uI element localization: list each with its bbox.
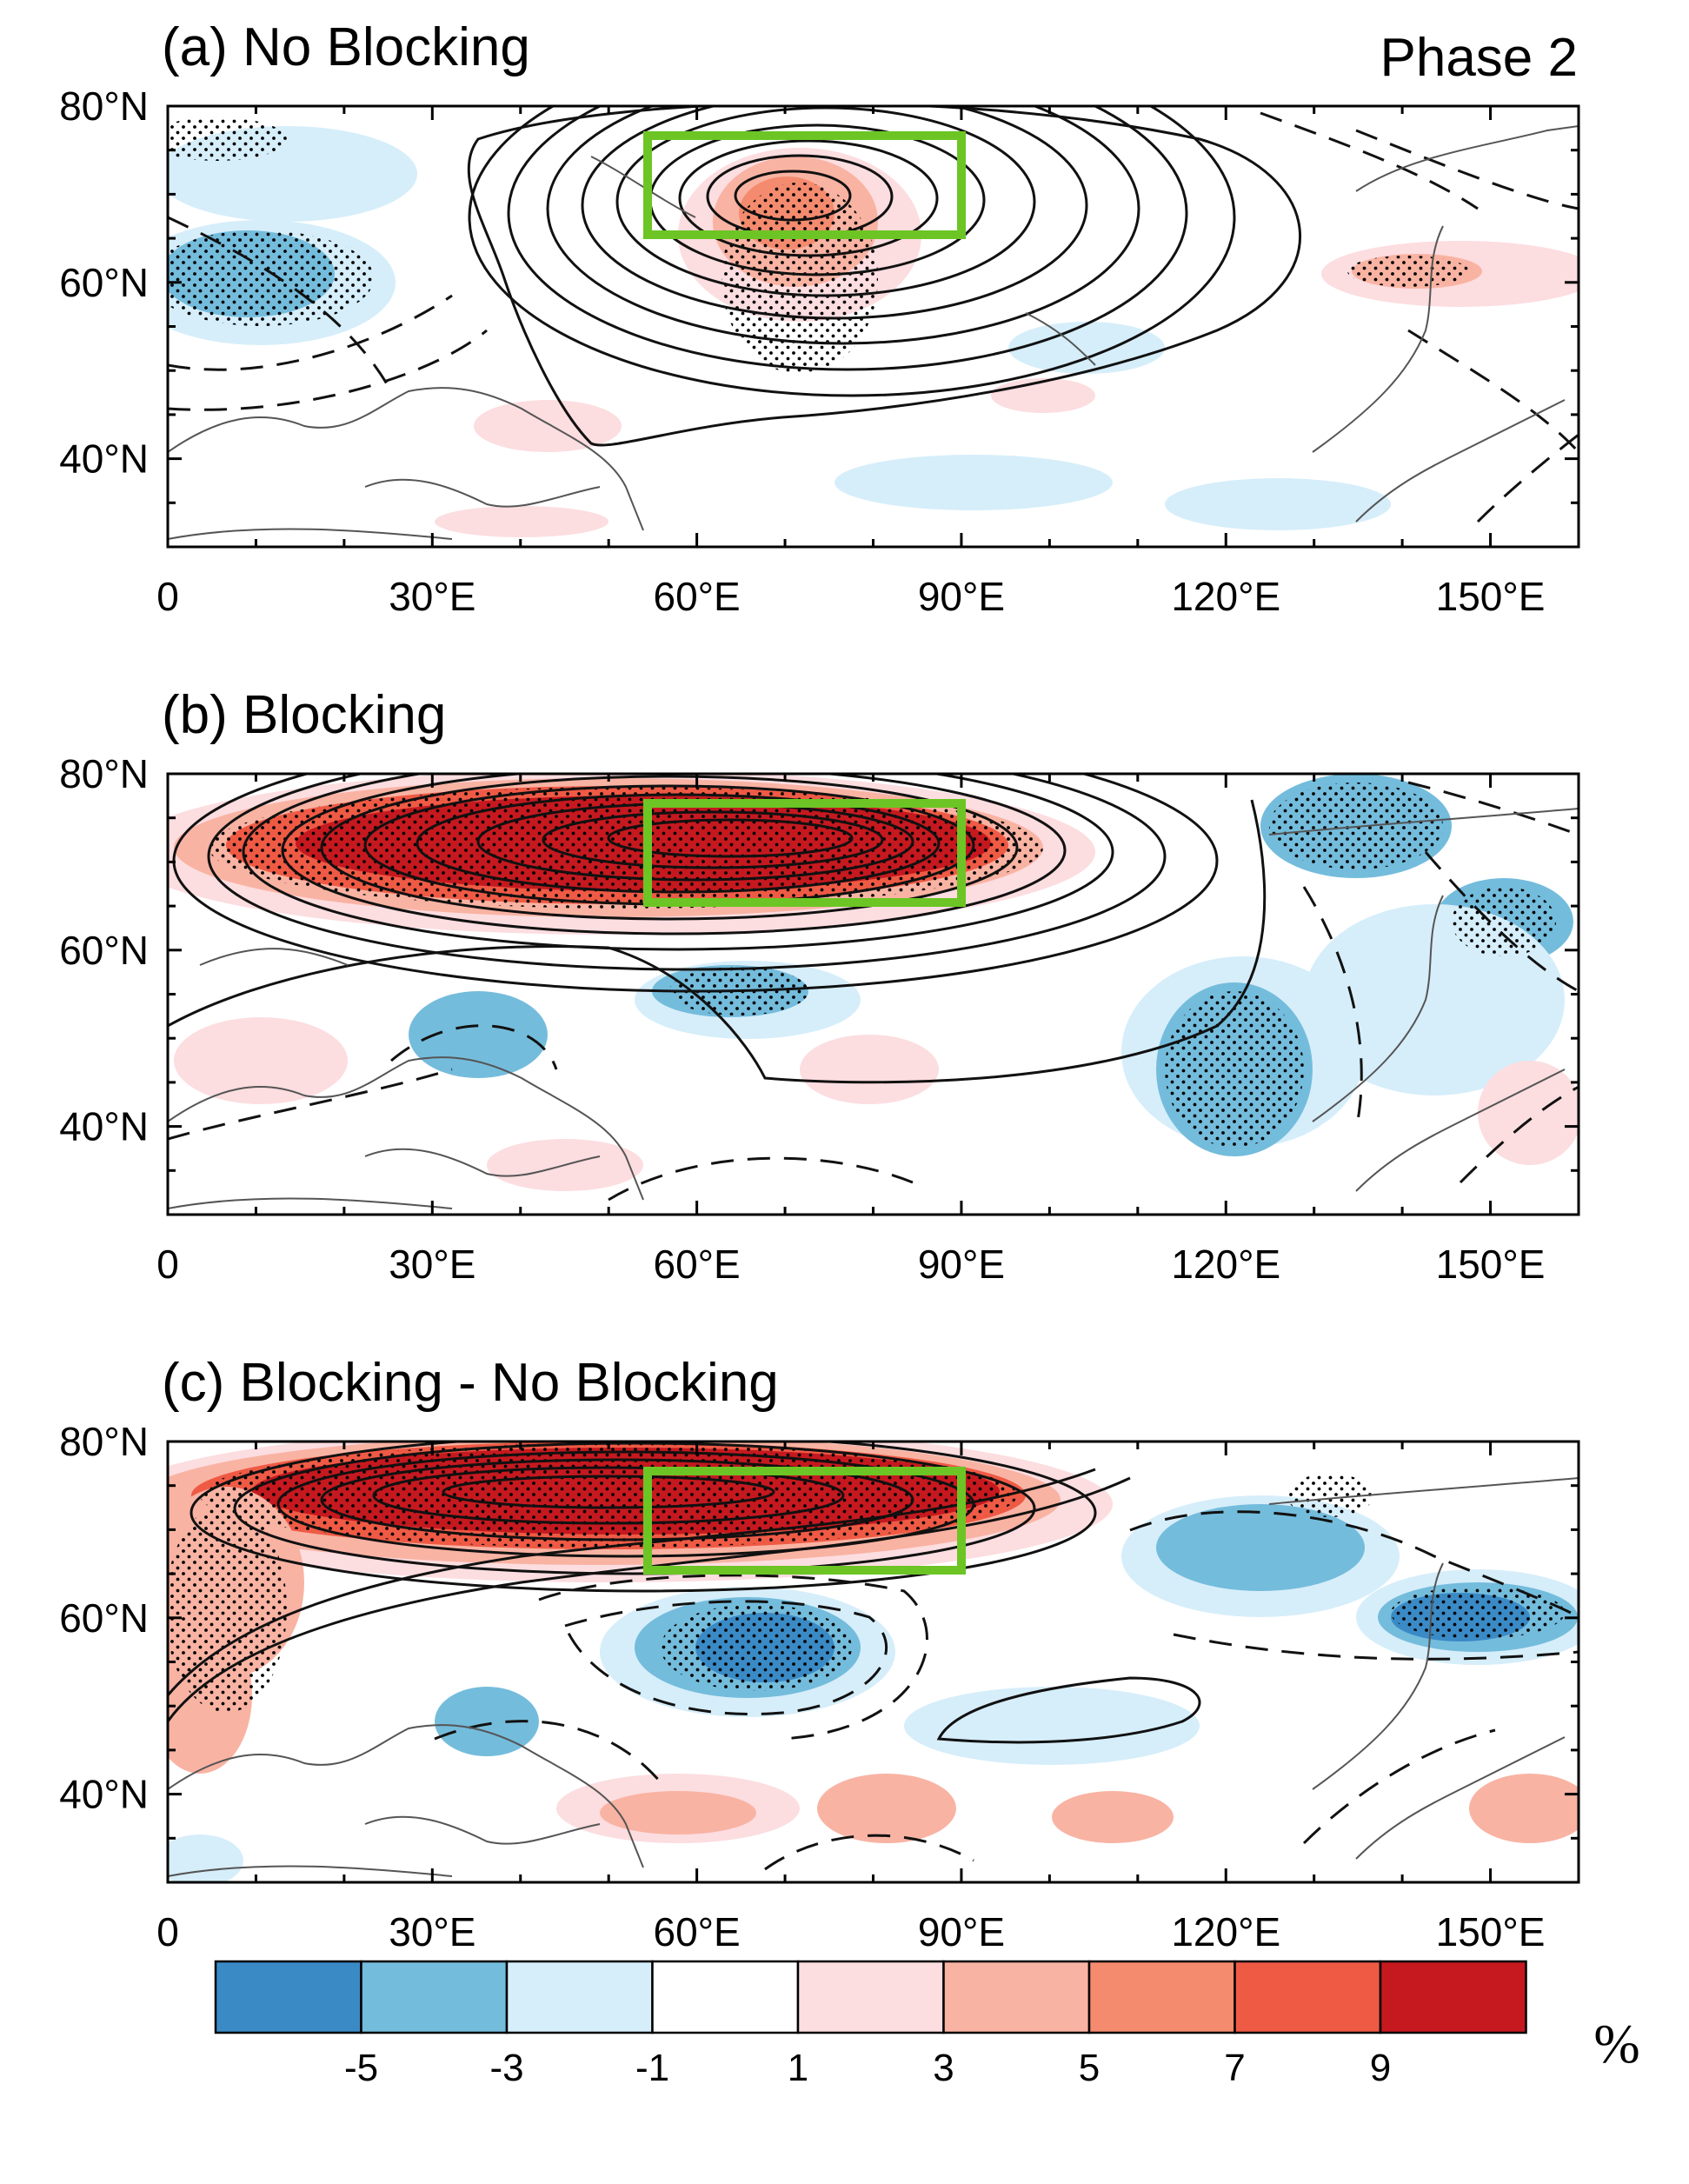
panel-b: (b) Blocking <box>59 685 1580 1287</box>
colorbar-cell <box>796 1960 945 2034</box>
x-tick-label: 90°E <box>918 1242 1005 1287</box>
y-tick-label: 80°N <box>59 83 149 129</box>
x-tick-label: 150°E <box>1436 1909 1546 1954</box>
colorbar-tick-label: 3 <box>933 2047 954 2089</box>
colorbar-cell <box>360 1960 509 2034</box>
solid-contours <box>467 106 1301 447</box>
dashed-contours <box>434 1510 1579 1871</box>
box-region <box>643 131 966 239</box>
panel-b-yticks: 80°N 60°N 40°N <box>59 751 1579 1216</box>
colorbar-tick-label: -3 <box>489 2047 523 2089</box>
x-tick-label: 0 <box>156 1242 179 1287</box>
y-tick-label: 60°N <box>59 1595 149 1641</box>
colorbar-unit: % <box>1593 2013 1639 2074</box>
panel-c-yticks: 80°N 60°N 40°N <box>59 1419 1579 1884</box>
x-tick-label: 60°E <box>654 574 741 619</box>
phase-label: Phase 2 <box>1380 28 1578 88</box>
y-tick-label: 40°N <box>59 1772 149 1817</box>
y-tick-label: 80°N <box>59 1419 149 1464</box>
x-tick-label: 30°E <box>389 574 475 619</box>
colorbar-cells <box>214 1960 1527 2034</box>
x-tick-label: 0 <box>156 574 179 619</box>
panel-c-map <box>168 1442 1579 1882</box>
y-tick-label: 40°N <box>59 1104 149 1149</box>
panel-c-title: (c) Blocking - No Blocking <box>162 1353 779 1413</box>
colorbar-cell <box>942 1960 1091 2034</box>
colorbar-cell <box>1379 1960 1527 2034</box>
y-tick-label: 40°N <box>59 436 149 482</box>
colorbar-cell <box>505 1960 654 2034</box>
colorbar-cell <box>214 1960 362 2034</box>
x-tick-label: 0 <box>156 1909 179 1954</box>
x-tick-label: 90°E <box>918 574 1005 619</box>
panel-a-xticks: 0 30°E 60°E 90°E 120°E 150°E <box>156 106 1580 619</box>
y-tick-label: 60°N <box>59 928 149 973</box>
colorbar-tick-label: 5 <box>1079 2047 1100 2089</box>
coastlines <box>168 125 1579 540</box>
dashed-contours <box>168 111 1579 523</box>
box-region <box>643 799 966 907</box>
solid-contours <box>168 1442 1201 1744</box>
x-tick-label: 150°E <box>1436 1242 1546 1287</box>
colorbar-cell <box>1234 1960 1382 2034</box>
panel-b-title: (b) Blocking <box>162 685 446 745</box>
x-tick-label: 30°E <box>389 1909 475 1954</box>
x-tick-label: 60°E <box>654 1242 741 1287</box>
panel-b-map <box>168 774 1579 1209</box>
panel-a-yticks: 80°N 60°N 40°N <box>59 83 1579 549</box>
colorbar-cell <box>1087 1960 1236 2034</box>
panel-c: (c) Blocking - No Blocking <box>59 1353 1580 1954</box>
coastlines <box>168 1477 1579 1877</box>
colorbar-cell <box>651 1960 800 2034</box>
coastlines <box>168 808 1579 1209</box>
x-tick-label: 120°E <box>1171 1909 1280 1954</box>
colorbar-tick-label: -1 <box>635 2047 669 2089</box>
y-tick-label: 80°N <box>59 751 149 796</box>
x-tick-label: 60°E <box>654 1909 741 1954</box>
x-tick-label: 120°E <box>1171 574 1280 619</box>
panel-a: (a) No Blocking <box>59 17 1580 619</box>
panel-a-map <box>168 106 1579 540</box>
box-region <box>643 1467 966 1575</box>
dashed-contours <box>168 781 1579 1202</box>
panel-b-xticks: 0 30°E 60°E 90°E 120°E 150°E <box>156 774 1580 1287</box>
colorbar-labels: -5 -3 -1 1 3 5 7 9 <box>344 2047 1391 2089</box>
colorbar-tick-label: -5 <box>344 2047 378 2089</box>
x-tick-label: 120°E <box>1171 1242 1280 1287</box>
x-tick-label: 150°E <box>1436 574 1546 619</box>
y-tick-label: 60°N <box>59 260 149 305</box>
colorbar: -5 -3 -1 1 3 5 7 9 % <box>214 1960 1640 2089</box>
colorbar-tick-label: 7 <box>1224 2047 1245 2089</box>
x-tick-label: 30°E <box>389 1242 475 1287</box>
colorbar-tick-label: 9 <box>1370 2047 1391 2089</box>
colorbar-tick-label: 1 <box>788 2047 808 2089</box>
x-tick-label: 90°E <box>918 1909 1005 1954</box>
panel-c-xticks: 0 30°E 60°E 90°E 120°E 150°E <box>156 1442 1580 1954</box>
panel-a-title: (a) No Blocking <box>162 17 530 77</box>
